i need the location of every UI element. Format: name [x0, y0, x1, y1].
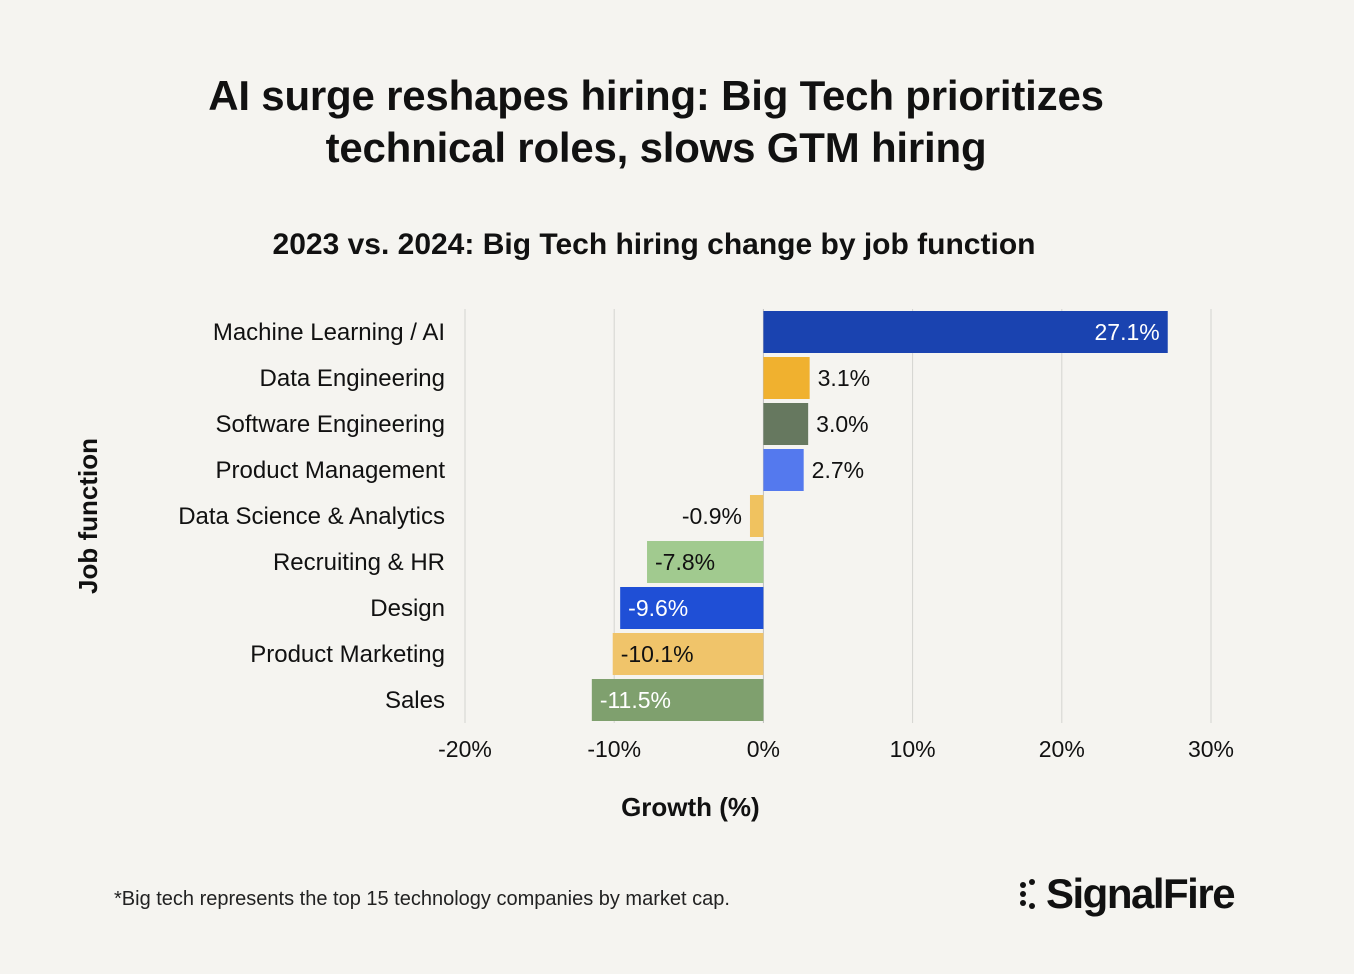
data-label: 2.7%	[812, 457, 864, 483]
bar	[763, 449, 804, 491]
bar	[749, 495, 764, 537]
data-label: -9.6%	[628, 595, 688, 621]
data-label: -0.9%	[682, 503, 742, 529]
bar	[763, 403, 809, 445]
x-tick-label: -20%	[438, 736, 492, 762]
y-category-label: Product Marketing	[250, 641, 445, 668]
bar	[647, 541, 764, 583]
chart-title: AI surge reshapes hiring: Big Tech prior…	[0, 70, 1312, 174]
y-category-label: Software Engineering	[216, 411, 445, 438]
bar	[763, 311, 1168, 353]
data-label: -10.1%	[621, 641, 694, 667]
y-category-label: Recruiting & HR	[273, 549, 445, 576]
chart-title-line-2: technical roles, slows GTM hiring	[325, 124, 987, 171]
y-category-label: Design	[370, 595, 445, 622]
signalfire-logo-icon	[1020, 879, 1035, 909]
data-label: 3.1%	[818, 365, 870, 391]
x-tick-label: -10%	[587, 736, 641, 762]
y-category-label: Sales	[385, 687, 445, 714]
chart-subtitle: 2023 vs. 2024: Big Tech hiring change by…	[272, 228, 1036, 261]
bar	[620, 587, 764, 629]
x-tick-label: 30%	[1188, 736, 1234, 762]
data-label: -7.8%	[655, 549, 715, 575]
y-category-label: Data Science & Analytics	[178, 503, 445, 530]
y-axis-label: Job function	[73, 438, 103, 594]
y-category-label: Data Engineering	[260, 365, 445, 392]
x-axis-label: Growth (%)	[621, 792, 760, 822]
bar	[763, 357, 810, 399]
x-tick-label: 10%	[890, 736, 936, 762]
x-tick-label: 20%	[1039, 736, 1085, 762]
chart-title-line-1: AI surge reshapes hiring: Big Tech prior…	[208, 72, 1104, 119]
signalfire-logo: SignalFire	[1018, 868, 1236, 920]
signalfire-logo-text: SignalFire	[1046, 870, 1236, 917]
y-category-label: Product Management	[216, 457, 446, 484]
data-label: 3.0%	[816, 411, 868, 437]
x-tick-label: 0%	[747, 736, 780, 762]
bar	[612, 633, 764, 675]
footnote: *Big tech represents the top 15 technolo…	[114, 888, 730, 910]
data-label: -11.5%	[600, 687, 671, 713]
bar	[591, 679, 764, 721]
y-category-label: Machine Learning / AI	[213, 319, 445, 346]
data-label: 27.1%	[1095, 319, 1160, 345]
